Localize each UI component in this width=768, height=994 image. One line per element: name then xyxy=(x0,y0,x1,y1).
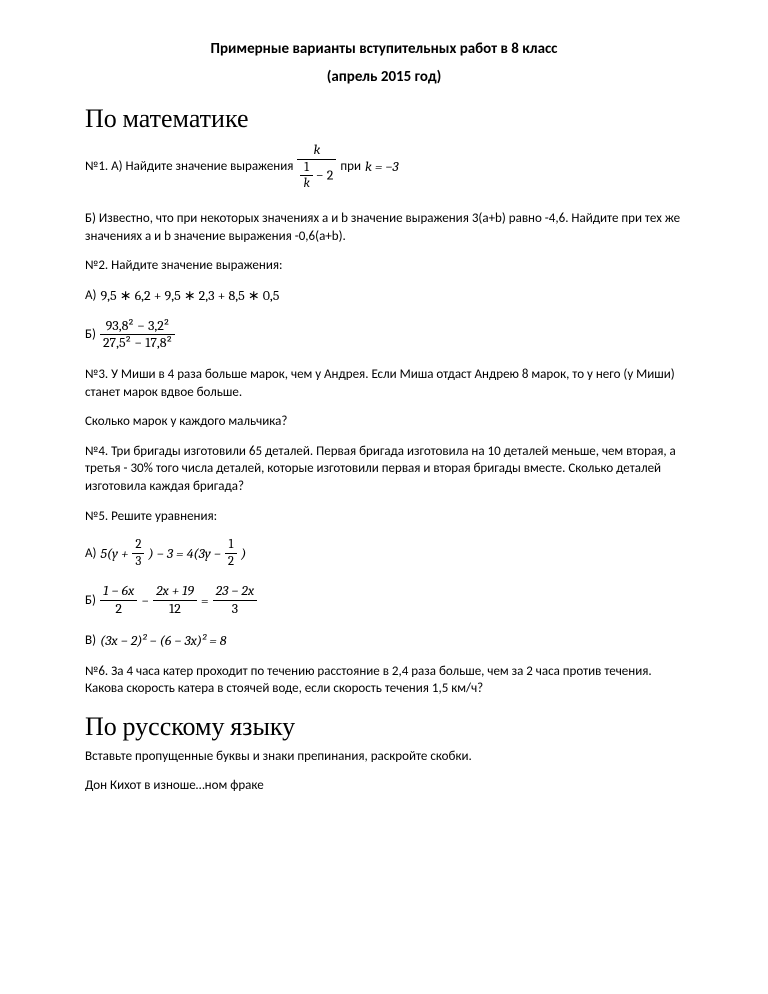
q5a-p1: 5(y + xyxy=(100,545,128,562)
q1a-num: k xyxy=(297,142,336,160)
q1a-suffix: при xyxy=(340,159,361,174)
q5a-f2: 1 2 xyxy=(225,537,237,569)
q5b-f2-den: 12 xyxy=(153,601,197,618)
q1a-inner-den: k xyxy=(300,176,312,192)
q2b: Б) 93,8² − 3,2² 27,5² − 17,8² xyxy=(85,318,683,353)
q5c-expr: (3x − 2)² − (6 − 3x)² = 8 xyxy=(100,632,226,649)
q5a-f2-num: 1 xyxy=(225,537,237,554)
q5a-f1: 2 3 xyxy=(132,537,144,569)
heading-russian: По русскому языку xyxy=(85,712,683,742)
q1a-prefix: №1. А) Найдите значение выражения xyxy=(85,159,293,174)
q5b-f2: 2x + 19 12 xyxy=(153,583,197,618)
q5a-f1-num: 2 xyxy=(132,537,144,554)
russian-line1: Дон Кихот в изноше…ном фраке xyxy=(85,777,683,795)
q1a-cond: k = −3 xyxy=(365,158,399,175)
document-page: Примерные варианты вступительных работ в… xyxy=(0,0,768,847)
q5b-f3-den: 3 xyxy=(213,601,257,618)
doc-subtitle: (апрель 2015 год) xyxy=(85,68,683,86)
q5c-label: В) xyxy=(85,633,96,648)
q2b-label: Б) xyxy=(85,327,96,342)
q3b: Сколько марок у каждого мальчика? xyxy=(85,413,683,431)
q1b: Б) Известно, что при некоторых значениях… xyxy=(85,210,683,245)
q5a: А) 5(y + 2 3 ) − 3 = 4(3y − 1 2 ) xyxy=(85,537,683,569)
q1a-den: 1 k − 2 xyxy=(297,160,336,192)
q2b-frac: 93,8² − 3,2² 27,5² − 17,8² xyxy=(100,318,175,353)
q5b-f3-num: 23 − 2x xyxy=(213,583,257,601)
q5b-f1-num: 1 − 6x xyxy=(100,583,137,601)
q5a-p3: ) xyxy=(241,545,246,562)
q5b-f3: 23 − 2x 3 xyxy=(213,583,257,618)
q2: №2. Найдите значение выражения: xyxy=(85,257,683,275)
q6: №6. За 4 часа катер проходит по течению … xyxy=(85,663,683,698)
q2b-num: 93,8² − 3,2² xyxy=(100,318,175,336)
q5a-f1-den: 3 xyxy=(132,554,144,570)
q3: №3. У Миши в 4 раза больше марок, чем у … xyxy=(85,366,683,401)
q5b-m1: − xyxy=(141,592,149,609)
q2a: А) 9,5 ∗ 6,2 + 9,5 ∗ 2,3 + 8,5 ∗ 0,5 xyxy=(85,287,683,304)
q5b-f2-num: 2x + 19 xyxy=(153,583,197,601)
heading-math: По математике xyxy=(85,104,683,134)
q5a-p2: ) − 3 = 4(3y − xyxy=(148,545,220,562)
q2b-den: 27,5² − 17,8² xyxy=(100,335,175,352)
q5c: В) (3x − 2)² − (6 − 3x)² = 8 xyxy=(85,632,683,649)
q5b: Б) 1 − 6x 2 − 2x + 19 12 = 23 − 2x 3 xyxy=(85,583,683,618)
q5a-label: А) xyxy=(85,546,96,561)
q1a: №1. А) Найдите значение выражения k 1 k … xyxy=(85,142,683,192)
q5b-f1-den: 2 xyxy=(100,601,137,618)
q2a-label: А) xyxy=(85,288,96,303)
russian-intro: Вставьте пропущенные буквы и знаки препи… xyxy=(85,748,683,766)
q5: №5. Решите уравнения: xyxy=(85,508,683,526)
q5b-f1: 1 − 6x 2 xyxy=(100,583,137,618)
q2a-expr: 9,5 ∗ 6,2 + 9,5 ∗ 2,3 + 8,5 ∗ 0,5 xyxy=(100,287,279,304)
doc-title: Примерные варианты вступительных работ в… xyxy=(85,40,683,58)
q1a-outer-frac: k 1 k − 2 xyxy=(297,142,336,192)
q1a-inner-frac: 1 k xyxy=(300,160,312,192)
q1a-den-suffix: − 2 xyxy=(313,166,334,183)
q1a-inner-num: 1 xyxy=(300,160,312,177)
q5b-label: Б) xyxy=(85,593,96,608)
q5b-m2: = xyxy=(201,592,209,609)
q4: №4. Три бригады изготовили 65 деталей. П… xyxy=(85,443,683,496)
q5a-f2-den: 2 xyxy=(225,554,237,570)
